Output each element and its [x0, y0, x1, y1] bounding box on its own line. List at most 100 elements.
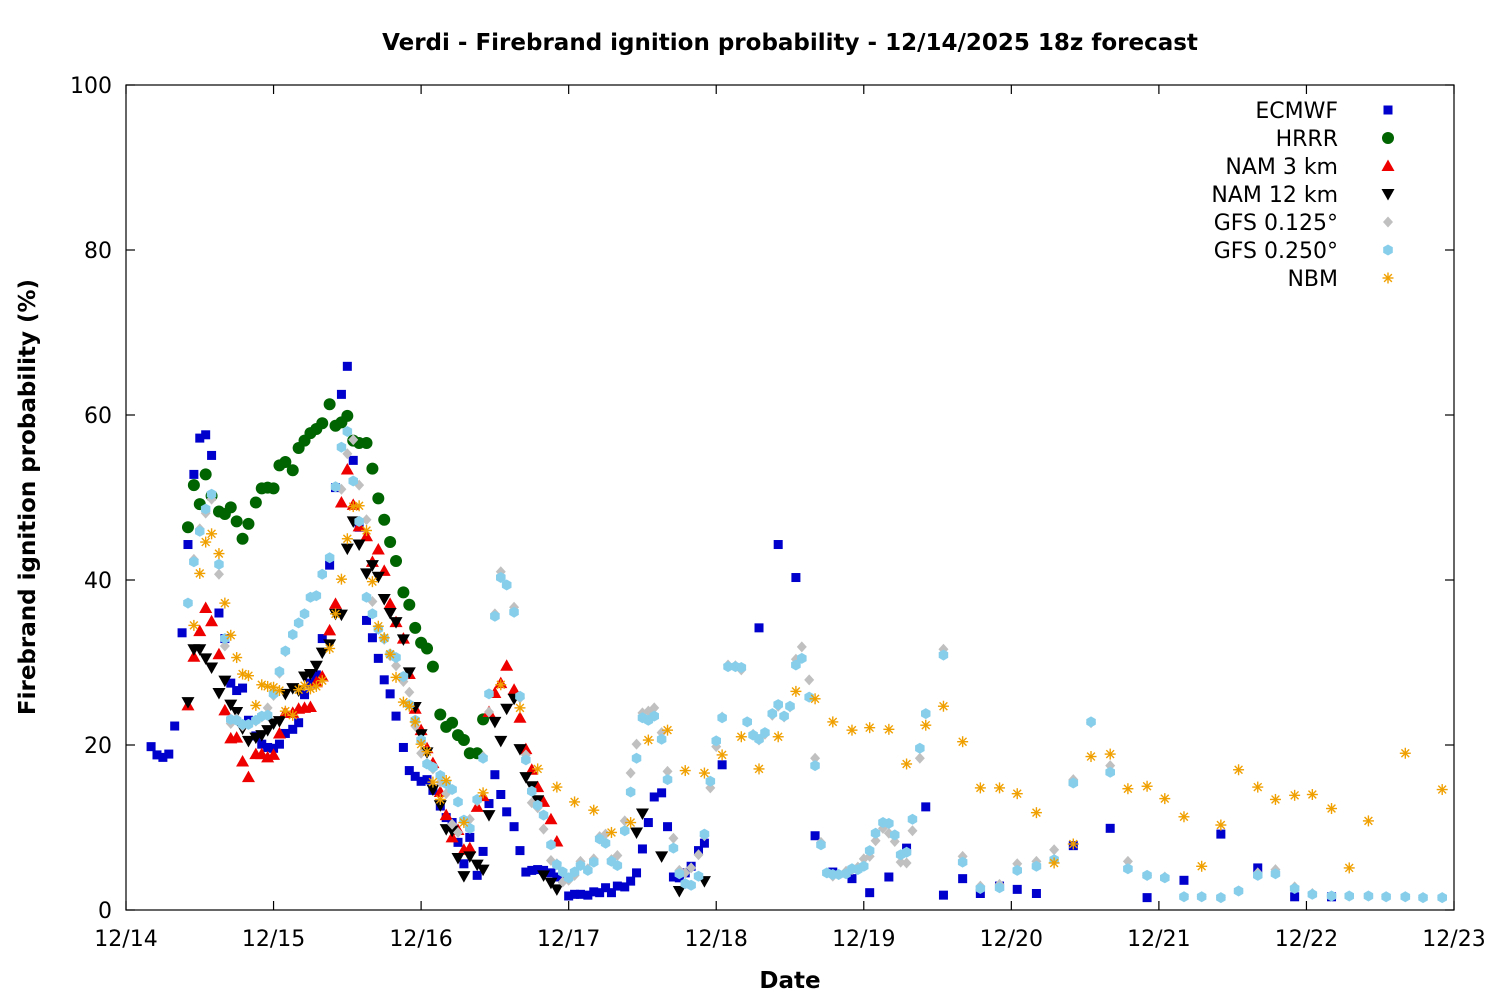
data-point — [495, 679, 507, 691]
data-point — [193, 644, 207, 656]
y-tick-label: 100 — [70, 74, 112, 99]
data-point — [383, 597, 397, 609]
data-point — [1142, 869, 1152, 881]
data-point — [1122, 855, 1133, 867]
data-point — [595, 888, 605, 898]
data-point — [779, 710, 789, 722]
legend: ECMWF HRRR NAM 3 km NAM 12 km GFS 0.125° GFS … — [1211, 99, 1395, 292]
data-point — [1105, 766, 1115, 778]
data-point — [588, 804, 600, 816]
data-point — [1011, 788, 1023, 800]
data-point — [672, 886, 686, 898]
series-0 — [146, 361, 1337, 903]
data-point — [1196, 860, 1208, 872]
data-point — [336, 389, 346, 399]
data-point — [361, 525, 373, 536]
data-point — [272, 726, 286, 739]
data-point — [662, 774, 673, 786]
data-point — [1289, 883, 1300, 894]
data-point — [625, 767, 636, 779]
data-point — [434, 708, 447, 721]
data-point — [699, 828, 710, 840]
data-point — [846, 724, 858, 736]
data-point — [907, 813, 918, 825]
data-point — [1306, 789, 1318, 800]
legend-label: GFS 0.250° — [1214, 239, 1338, 264]
x-tick-label: 12/17 — [537, 927, 600, 952]
legend-marker — [1381, 159, 1395, 171]
data-point — [236, 532, 249, 545]
data-point — [334, 495, 348, 508]
data-point — [915, 742, 925, 754]
data-point — [439, 808, 453, 821]
data-point — [316, 417, 329, 430]
data-point — [362, 615, 372, 625]
data-point — [311, 590, 322, 602]
data-point — [324, 552, 335, 564]
data-point — [341, 533, 353, 545]
data-point — [299, 680, 311, 692]
data-point — [686, 879, 696, 891]
data-point — [463, 851, 477, 863]
data-point — [201, 430, 211, 440]
data-point — [371, 571, 385, 584]
data-point — [383, 608, 397, 620]
data-point — [538, 809, 549, 821]
data-point — [286, 464, 299, 477]
data-point — [287, 709, 299, 721]
data-point — [384, 648, 396, 660]
data-point — [772, 731, 784, 743]
data-point — [1326, 890, 1337, 902]
data-point — [631, 738, 642, 750]
data-point — [975, 883, 986, 894]
data-point — [509, 606, 519, 618]
data-point — [513, 744, 527, 756]
data-point — [865, 888, 875, 898]
data-point — [342, 448, 353, 460]
data-point — [421, 642, 434, 655]
data-point — [212, 688, 226, 700]
data-point — [181, 521, 194, 534]
data-point — [717, 712, 727, 724]
data-point — [575, 889, 585, 899]
data-point — [1160, 872, 1170, 884]
data-point — [340, 462, 354, 475]
data-point — [890, 829, 900, 841]
data-point — [342, 426, 353, 437]
data-point — [698, 767, 710, 779]
data-point — [263, 742, 273, 752]
data-point — [316, 675, 328, 687]
data-point — [600, 837, 611, 849]
data-point — [1216, 829, 1226, 839]
data-point — [323, 623, 337, 636]
data-point — [250, 699, 262, 711]
data-point — [1031, 889, 1041, 898]
y-tick-label: 60 — [84, 404, 112, 429]
data-point — [465, 832, 475, 842]
data-point — [242, 517, 255, 530]
data-point — [315, 647, 329, 660]
data-point — [601, 883, 611, 893]
x-tick-label: 12/22 — [1275, 927, 1338, 952]
y-tick-label: 40 — [84, 569, 112, 594]
x-tick-label: 12/20 — [980, 927, 1043, 952]
data-point — [500, 659, 514, 671]
data-point — [195, 433, 205, 443]
data-point — [1269, 793, 1281, 805]
data-point — [379, 675, 389, 685]
data-point — [158, 752, 168, 762]
legend-label: NBM — [1287, 267, 1338, 292]
data-point — [620, 825, 630, 837]
data-point — [1253, 869, 1263, 881]
data-point — [360, 437, 373, 450]
data-point — [1122, 783, 1134, 795]
data-point — [901, 758, 913, 770]
data-point — [657, 788, 667, 798]
data-point — [521, 867, 531, 877]
data-point — [360, 568, 374, 580]
legend-marker — [1381, 189, 1395, 201]
data-point — [409, 621, 422, 634]
data-point — [300, 690, 310, 700]
data-point — [717, 760, 727, 770]
